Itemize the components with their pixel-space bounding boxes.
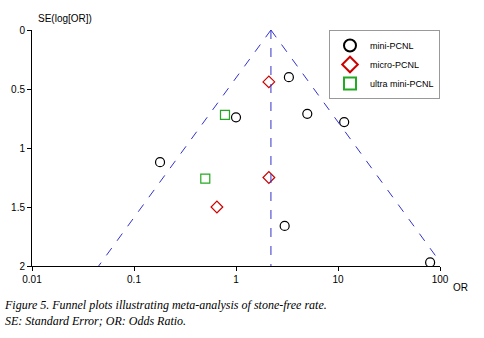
svg-text:Figure 5. Funnel plots illustr: Figure 5. Funnel plots illustrating meta… [4,298,327,328]
svg-text:100: 100 [432,274,449,285]
svg-text:mini-PCNL: mini-PCNL [370,41,414,51]
svg-text:1.5: 1.5 [11,202,25,213]
svg-text:0: 0 [19,25,25,36]
svg-text:0.1: 0.1 [127,274,141,285]
svg-text:2: 2 [19,261,25,272]
svg-text:0.5: 0.5 [11,84,25,95]
svg-text:OR: OR [453,282,468,293]
svg-text:1: 1 [233,274,239,285]
svg-text:SE(log[OR]): SE(log[OR]) [38,13,92,24]
svg-text:10: 10 [332,274,344,285]
svg-text:1: 1 [19,143,25,154]
svg-text:ultra mini-PCNL: ultra mini-PCNL [370,79,434,89]
svg-text:0.01: 0.01 [22,274,42,285]
svg-text:micro-PCNL: micro-PCNL [370,60,419,70]
